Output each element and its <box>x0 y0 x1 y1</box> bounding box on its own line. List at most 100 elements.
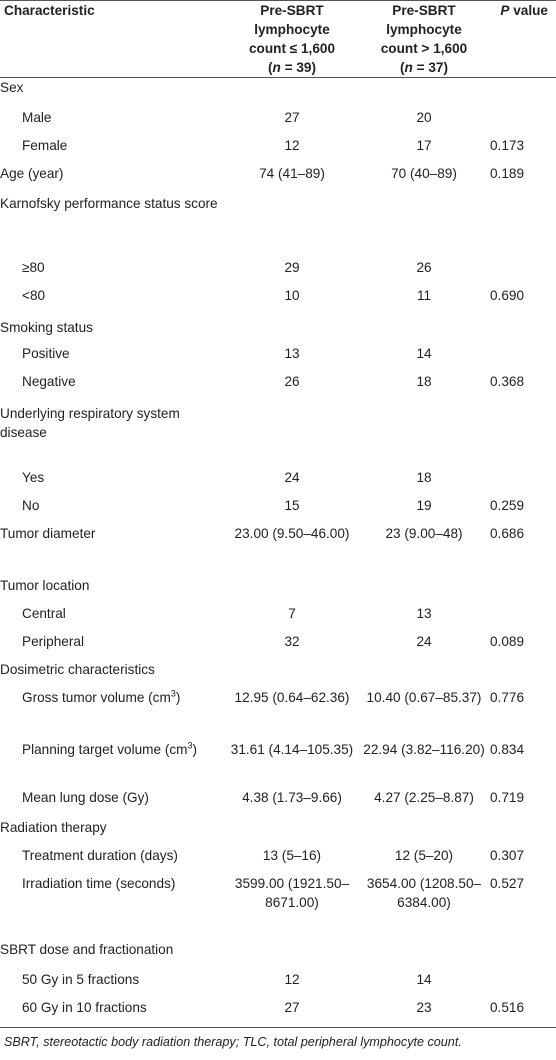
row-label: Negative <box>0 372 226 404</box>
cell-p-value <box>490 818 556 846</box>
cell-group-low <box>226 404 358 468</box>
cell-group-high: 14 <box>416 345 432 361</box>
cell-group-low <box>226 576 358 604</box>
cell-group-high: 3654.00 (1208.50– 6384.00) <box>366 875 482 910</box>
cell-group-high: 4.27 (2.25–8.87) <box>374 789 474 805</box>
cell-group-low: 24 <box>284 469 300 485</box>
table-row: Peripheral 32 24 0.089 <box>0 632 556 660</box>
cell-p-value: 0.527 <box>490 875 525 891</box>
cell-group-low: 12 <box>284 971 300 987</box>
table-row: Male 27 20 <box>0 108 556 136</box>
row-label-text: ≥80 <box>22 259 45 275</box>
row-label-text: Negative <box>22 373 76 389</box>
cell-group-high: 19 <box>416 497 432 513</box>
row-label: Planning target volume (cm3) <box>0 740 226 788</box>
table-row: Mean lung dose (Gy) 4.38 (1.73–9.66) 4.27 … <box>0 788 556 818</box>
table-row: Irradiation time (seconds) 3599.00 (1921.… <box>0 874 556 940</box>
cell-group-high <box>358 940 490 970</box>
table-row: Smoking status <box>0 318 556 344</box>
cell-group-low: 10 <box>284 287 300 303</box>
row-label-text: Male <box>22 109 52 125</box>
row-label-text: Irradiation time (seconds) <box>22 875 176 891</box>
cell-group-low: 29 <box>284 259 300 275</box>
row-label-text: Positive <box>22 345 70 361</box>
table-row: Yes 24 18 <box>0 468 556 496</box>
table-row: Gross tumor volume (cm3) 12.95 (0.64–62.3… <box>0 688 556 740</box>
table-row: Karnofsky performance status score <box>0 194 556 258</box>
row-label-text: Tumor diameter <box>0 525 96 541</box>
cell-group-high: 17 <box>416 137 432 153</box>
table-footnote: SBRT, stereotactic body radiation therap… <box>4 1035 462 1049</box>
table-row: Treatment duration (days) 13 (5–16) 12 (5–… <box>0 846 556 874</box>
cell-group-low <box>226 194 358 258</box>
cell-p-value: 0.719 <box>490 789 525 805</box>
cell-group-high <box>358 576 490 604</box>
row-label: Central <box>0 604 226 632</box>
cell-p-value <box>490 970 556 998</box>
cell-group-high: 26 <box>416 259 432 275</box>
row-label: 60 Gy in 10 fractions <box>0 997 226 1028</box>
row-label-text: Yes <box>22 469 45 485</box>
cell-group-high: 10.40 (0.67–85.37) <box>366 689 482 705</box>
cell-group-low <box>226 660 358 688</box>
cell-p-value: 0.686 <box>490 525 525 541</box>
row-label-text: Radiation therapy <box>0 819 107 835</box>
cell-group-low <box>226 940 358 970</box>
header-group-low-lymphocyte: Pre-SBRT lymphocyte count ≤ 1,600 (n = 3… <box>226 0 358 78</box>
row-label: Irradiation time (seconds) <box>0 874 226 940</box>
cell-p-value: 0.834 <box>490 741 525 757</box>
row-label: Tumor diameter <box>0 524 226 576</box>
cell-p-value <box>490 468 556 496</box>
table-row: 50 Gy in 5 fractions 12 14 <box>0 970 556 998</box>
table-row: ≥80 29 26 <box>0 258 556 286</box>
cell-group-high <box>358 818 490 846</box>
row-label: Positive <box>0 344 226 372</box>
cell-p-value: 0.089 <box>490 633 525 649</box>
row-label: Treatment duration (days) <box>0 846 226 874</box>
table-row: Tumor diameter 23.00 (9.50–46.00) 23 (9.00… <box>0 524 556 576</box>
table-row: Radiation therapy <box>0 818 556 846</box>
cell-p-value: 0.307 <box>490 847 525 863</box>
row-label-text: Age (year) <box>0 165 64 181</box>
cell-group-high: 23 (9.00–48) <box>385 525 463 541</box>
cell-group-high <box>358 194 490 258</box>
cell-group-high: 14 <box>416 971 432 987</box>
cell-p-value <box>490 940 556 970</box>
table-row: <80 10 11 0.690 <box>0 286 556 318</box>
cell-group-low: 31.61 (4.14–105.35) <box>230 741 354 757</box>
table-row: Planning target volume (cm3) 31.61 (4.14–… <box>0 740 556 788</box>
cell-group-low: 15 <box>284 497 300 513</box>
cell-group-low: 7 <box>288 605 296 621</box>
row-label: Dosimetric characteristics <box>0 660 226 688</box>
cell-group-high: 20 <box>416 109 432 125</box>
cell-p-value <box>490 344 556 372</box>
cell-group-high: 70 (40–89) <box>391 165 457 181</box>
cell-group-low: 74 (41–89) <box>259 165 325 181</box>
row-label: 50 Gy in 5 fractions <box>0 970 226 998</box>
table-row: No 15 19 0.259 <box>0 496 556 524</box>
cell-p-value <box>490 108 556 136</box>
table-row: Tumor location <box>0 576 556 604</box>
row-label-text: No <box>22 497 40 513</box>
row-label-text: Sex <box>0 80 24 95</box>
cell-p-value <box>490 318 556 344</box>
row-label: Sex <box>0 78 226 108</box>
table-row: Positive 13 14 <box>0 344 556 372</box>
cell-p-value: 0.189 <box>490 165 525 181</box>
row-label-text: Dosimetric characteristics <box>0 661 155 677</box>
cell-group-high: 22.94 (3.82–116.20) <box>363 741 485 757</box>
row-label-text: Planning target volume (cm <box>22 741 188 757</box>
table-row: Dosimetric characteristics <box>0 660 556 688</box>
cell-p-value <box>490 660 556 688</box>
cell-p-value: 0.368 <box>490 373 525 389</box>
row-label-suffix: ) <box>175 689 181 705</box>
cell-p-value: 0.776 <box>490 689 525 705</box>
cell-group-low <box>226 78 358 108</box>
cell-group-low: 32 <box>284 633 300 649</box>
cell-group-high: 13 <box>416 605 432 621</box>
cell-group-high <box>358 660 490 688</box>
table-row: 60 Gy in 10 fractions 27 23 0.516 <box>0 997 556 1028</box>
row-label: Male <box>0 108 226 136</box>
row-label-text: Female <box>22 137 68 153</box>
cell-group-low: 13 <box>284 345 300 361</box>
